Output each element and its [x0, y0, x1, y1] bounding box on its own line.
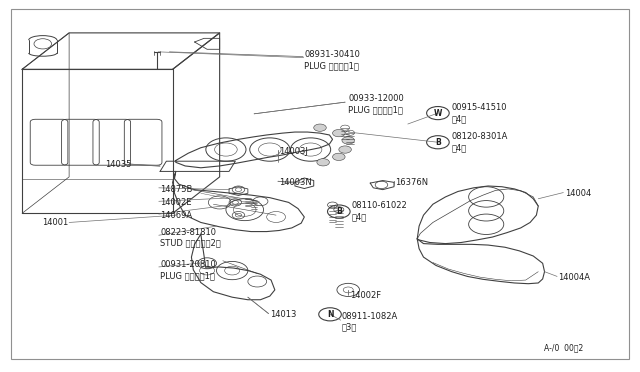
Text: 14003J: 14003J	[279, 147, 308, 156]
Text: W: W	[434, 109, 442, 118]
Text: 14004: 14004	[564, 189, 591, 198]
Circle shape	[342, 137, 355, 144]
Text: 14003N: 14003N	[279, 178, 312, 187]
Circle shape	[339, 146, 351, 153]
Text: 14013: 14013	[270, 310, 296, 319]
Text: A-/0  00・2: A-/0 00・2	[544, 344, 584, 353]
Text: 08223-81810
STUD スタッド（2）: 08223-81810 STUD スタッド（2）	[160, 228, 221, 248]
Text: 00931-20810
PLUG プラグ（1）: 00931-20810 PLUG プラグ（1）	[160, 260, 216, 280]
Text: N: N	[327, 310, 333, 319]
Circle shape	[333, 129, 345, 137]
Text: B: B	[435, 138, 441, 147]
Text: 00915-41510
（4）: 00915-41510 （4）	[452, 103, 508, 123]
Circle shape	[317, 159, 330, 166]
Circle shape	[333, 153, 345, 160]
Text: 14004A: 14004A	[558, 273, 590, 282]
Text: 00933-12000
PLUG プラグ（1）: 00933-12000 PLUG プラグ（1）	[348, 94, 404, 114]
Text: 08120-8301A
（4）: 08120-8301A （4）	[452, 132, 508, 152]
Text: 14035: 14035	[106, 160, 132, 169]
Text: 14069A: 14069A	[160, 211, 192, 219]
Text: 16376N: 16376N	[396, 178, 428, 187]
Text: 08110-61022
（4）: 08110-61022 （4）	[351, 202, 407, 222]
Text: 14002E: 14002E	[160, 198, 191, 207]
Text: 14875B: 14875B	[160, 185, 193, 194]
Text: 08911-1082A
（3）: 08911-1082A （3）	[342, 312, 398, 332]
Text: 14001: 14001	[42, 218, 68, 227]
Text: B: B	[336, 207, 342, 216]
Circle shape	[314, 124, 326, 131]
Text: 08931-30410
PLUG プラグ（1）: 08931-30410 PLUG プラグ（1）	[305, 50, 360, 70]
Text: 14002F: 14002F	[350, 291, 381, 300]
